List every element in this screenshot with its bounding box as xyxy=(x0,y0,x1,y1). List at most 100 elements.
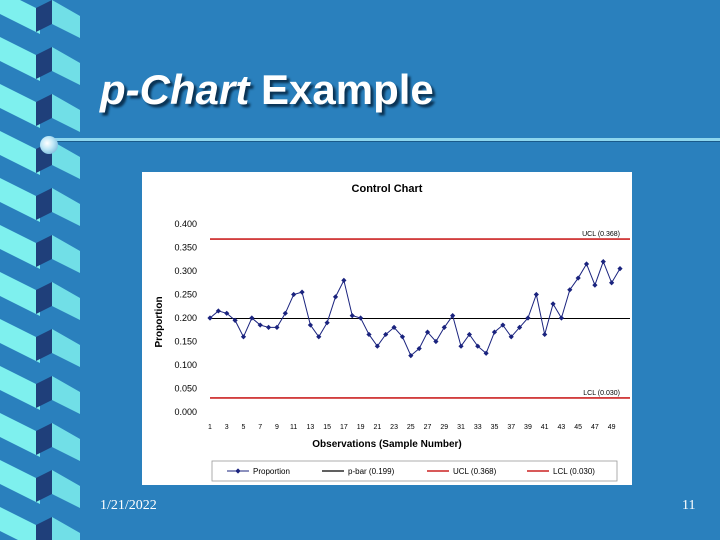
data-point xyxy=(466,331,472,338)
ribbon-segment xyxy=(36,282,52,314)
data-point xyxy=(600,259,606,265)
x-axis-title: Observations (Sample Number) xyxy=(312,439,461,450)
reference-line-label: LCL (0.030) xyxy=(583,390,620,397)
title-underline xyxy=(50,138,720,142)
data-point xyxy=(508,334,514,340)
data-point xyxy=(316,334,322,340)
x-tick-labels: 1 3 5 7 9 11 13 15 17 19 21 23 25 27 29 31 33 35 37 39 41 43 4… xyxy=(208,424,616,431)
y-tick-label: 0.300 xyxy=(174,266,197,276)
x-tick-label: 17 xyxy=(340,424,348,431)
ribbon-segment xyxy=(0,225,40,269)
ribbon-segment xyxy=(0,460,40,504)
chart-title: Control Chart xyxy=(352,183,423,195)
x-tick-label: 49 xyxy=(608,424,616,431)
x-tick-label: 37 xyxy=(507,424,515,431)
x-tick-label: 35 xyxy=(491,424,499,431)
legend-box xyxy=(211,460,618,482)
y-tick-label: 0.250 xyxy=(174,290,197,300)
ribbon-segment xyxy=(36,0,52,32)
data-point xyxy=(349,313,355,319)
control-chart: Control Chart Proportion Observations (S… xyxy=(142,172,632,485)
data-point xyxy=(358,315,364,321)
bullet-dot-icon xyxy=(40,136,58,154)
series-line xyxy=(209,260,621,357)
data-point xyxy=(207,315,213,321)
chart-svg: Control Chart Proportion Observations (S… xyxy=(154,183,630,482)
legend-marker xyxy=(235,468,241,474)
data-point xyxy=(265,324,272,330)
ribbon-segment xyxy=(0,366,40,410)
data-point xyxy=(249,315,255,321)
legend-entry-label: Proportion xyxy=(253,467,290,476)
data-point xyxy=(399,334,406,340)
data-point xyxy=(500,322,506,328)
y-tick-label: 0.050 xyxy=(174,384,197,394)
x-tick-label: 25 xyxy=(407,424,415,431)
data-point xyxy=(215,308,221,314)
data-point xyxy=(583,261,590,267)
data-point xyxy=(332,294,339,300)
x-tick-label: 21 xyxy=(373,424,381,431)
y-tick-label: 0.400 xyxy=(174,219,197,229)
ribbon-segment xyxy=(52,329,80,367)
ribbon-segment xyxy=(52,47,80,85)
data-point xyxy=(299,289,305,295)
y-tick-label: 0.200 xyxy=(174,313,197,323)
data-point xyxy=(383,331,389,338)
ribbon-segment xyxy=(0,507,40,540)
data-point xyxy=(483,350,489,356)
data-point xyxy=(550,301,556,307)
ribbon-segment xyxy=(36,329,52,361)
x-tick-label: 23 xyxy=(390,424,398,431)
slide-title-rest: Example xyxy=(249,66,434,113)
ribbon-segment xyxy=(0,0,40,34)
ribbon-segment xyxy=(0,178,40,222)
data-point xyxy=(617,266,623,272)
x-tick-label: 29 xyxy=(440,424,448,431)
data-point xyxy=(558,315,565,321)
ribbon-segment xyxy=(52,188,80,226)
x-tick-label: 27 xyxy=(424,424,432,431)
x-tick-label: 19 xyxy=(357,424,365,431)
ribbon-segment xyxy=(52,235,80,273)
ribbon-segment xyxy=(52,423,80,461)
ribbon-segment xyxy=(52,282,80,320)
ribbon-segment xyxy=(52,0,80,38)
ribbon-segment xyxy=(0,413,40,457)
data-point xyxy=(324,320,330,326)
reference-lines: UCL (0.368) LCL (0.030) xyxy=(210,231,630,399)
x-tick-label: 5 xyxy=(242,424,246,431)
x-tick-label: 3 xyxy=(225,424,229,431)
x-tick-label: 41 xyxy=(541,424,549,431)
ribbon-segment xyxy=(52,517,80,540)
x-tick-label: 45 xyxy=(574,424,582,431)
x-tick-label: 43 xyxy=(558,424,566,431)
data-point xyxy=(282,310,288,316)
data-point xyxy=(274,324,280,330)
ribbon-segment xyxy=(36,470,52,502)
y-tick-labels: 0.000 0.050 0.100 0.150 0.200 0.250 0.300 0.350… xyxy=(174,219,197,417)
ribbon-segment xyxy=(0,84,40,128)
x-tick-label: 7 xyxy=(258,424,262,431)
x-tick-label: 33 xyxy=(474,424,482,431)
x-tick-label: 13 xyxy=(307,424,315,431)
x-tick-label: 1 xyxy=(208,424,212,431)
ribbon-segment xyxy=(0,272,40,316)
x-tick-label: 15 xyxy=(323,424,331,431)
data-point xyxy=(475,343,481,349)
ribbon-segment xyxy=(36,235,52,267)
slide-number: 11 xyxy=(682,498,696,513)
ribbon-segment xyxy=(0,37,40,81)
data-point xyxy=(525,315,531,321)
ribbon-segment xyxy=(52,376,80,414)
slide-title-italic: p-Chart xyxy=(100,66,250,113)
data-point xyxy=(433,338,439,345)
data-point xyxy=(240,334,247,340)
data-point xyxy=(567,287,573,293)
decorative-ribbon xyxy=(0,0,90,540)
data-point xyxy=(542,331,548,338)
ribbon-segment xyxy=(52,141,80,179)
ribbon-segment xyxy=(36,423,52,455)
x-tick-label: 47 xyxy=(591,424,599,431)
